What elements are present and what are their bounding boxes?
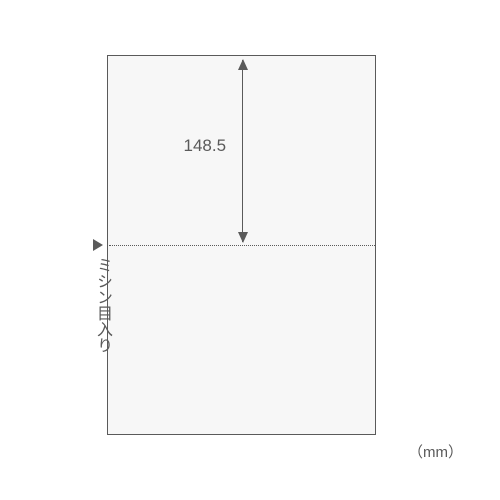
unit-label: （mm） bbox=[408, 441, 463, 462]
diagram-canvas: 148.5 ミシン目入り （mm） bbox=[0, 0, 500, 500]
perforation-marker-icon bbox=[93, 239, 103, 251]
arrowhead-up-icon bbox=[238, 59, 248, 70]
dimension-value: 148.5 bbox=[184, 136, 227, 156]
dimension-line bbox=[242, 60, 243, 243]
arrowhead-down-icon bbox=[238, 232, 248, 243]
perforation-caption: ミシン目入り bbox=[90, 257, 114, 353]
perforation-line bbox=[109, 245, 375, 246]
